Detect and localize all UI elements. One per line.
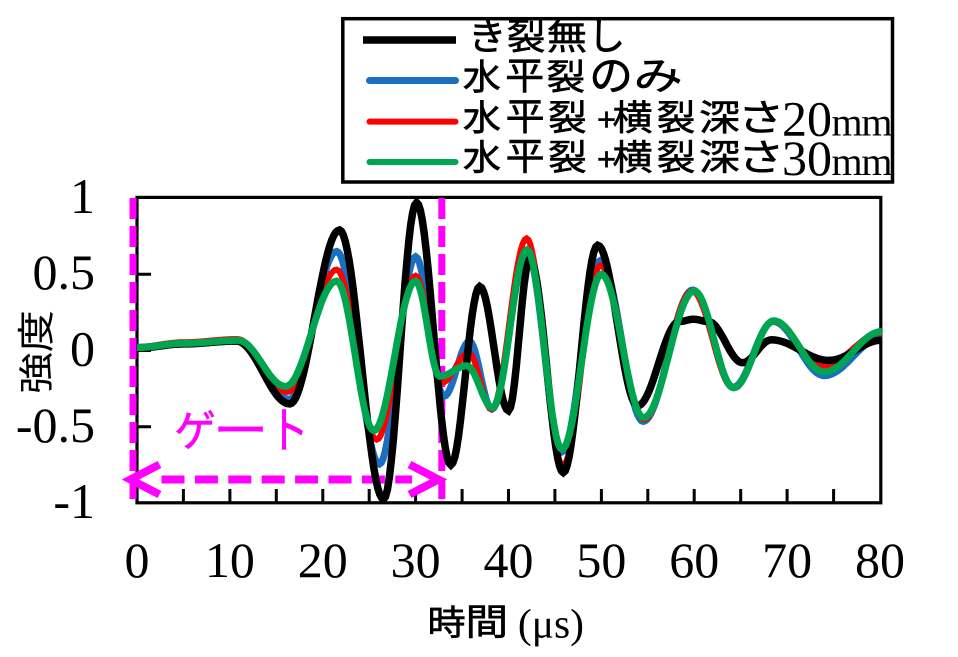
svg-text:10: 10 — [205, 532, 255, 588]
svg-text:30: 30 — [782, 130, 832, 186]
svg-text:-1: -1 — [53, 473, 95, 529]
svg-text:60: 60 — [669, 532, 719, 588]
svg-text:m: m — [831, 139, 862, 184]
svg-text:20: 20 — [782, 91, 832, 147]
svg-text:80: 80 — [855, 532, 905, 588]
svg-text:m: m — [831, 100, 862, 145]
svg-text:50: 50 — [576, 532, 626, 588]
svg-text:1: 1 — [70, 168, 95, 224]
svg-text:20: 20 — [298, 532, 348, 588]
svg-text:0: 0 — [70, 321, 95, 377]
svg-text:40: 40 — [484, 532, 534, 588]
svg-text:70: 70 — [762, 532, 812, 588]
svg-text:0.5: 0.5 — [33, 244, 96, 300]
svg-text:m: m — [861, 139, 892, 184]
svg-text:0: 0 — [125, 532, 150, 588]
svg-text:(μs): (μs) — [518, 600, 584, 647]
svg-text:m: m — [861, 100, 892, 145]
svg-text:-0.5: -0.5 — [16, 397, 95, 453]
svg-text:30: 30 — [391, 532, 441, 588]
